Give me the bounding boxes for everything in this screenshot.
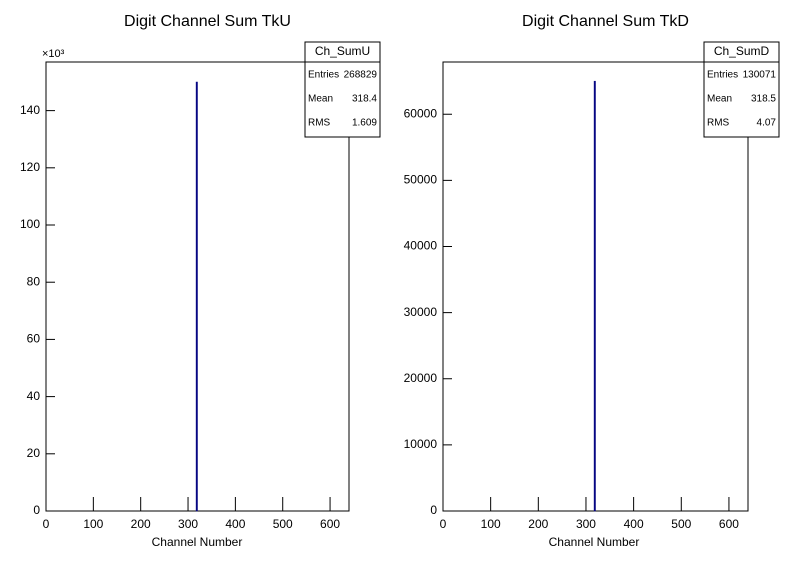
chart-title: Digit Channel Sum TkD bbox=[522, 13, 689, 30]
y-tick-label: 20 bbox=[27, 446, 41, 460]
stats-value: 318.5 bbox=[751, 94, 776, 105]
stats-box: Ch_SumD Entries 130071 Mean 318.5 RMS 4.07 bbox=[703, 41, 780, 138]
y-tick-label: 20000 bbox=[404, 371, 438, 385]
x-tick-label: 600 bbox=[320, 517, 340, 531]
stats-value: 130071 bbox=[743, 70, 777, 81]
stats-box-frame bbox=[304, 41, 381, 138]
y-tick-label: 30000 bbox=[404, 305, 438, 319]
stats-value: 4.07 bbox=[757, 118, 777, 129]
y-tick-label: 0 bbox=[33, 503, 40, 517]
y-tick-label: 50000 bbox=[404, 173, 438, 187]
y-tick-label: 60000 bbox=[404, 106, 438, 120]
y-tick-label: 100 bbox=[20, 217, 40, 231]
x-axis-label: Channel Number bbox=[549, 535, 640, 549]
x-tick-label: 100 bbox=[83, 517, 103, 531]
x-tick-label: 300 bbox=[178, 517, 198, 531]
x-tick-label: 200 bbox=[528, 517, 548, 531]
stats-box-title: Ch_SumD bbox=[714, 44, 770, 58]
y-tick-label: 60 bbox=[27, 332, 41, 346]
histogram-bar bbox=[195, 81, 198, 512]
stats-label: RMS bbox=[707, 118, 730, 129]
x-tick-label: 400 bbox=[624, 517, 644, 531]
stats-label: Entries bbox=[308, 70, 339, 81]
stats-value: 1.609 bbox=[352, 118, 377, 129]
x-tick-label: 600 bbox=[719, 517, 739, 531]
x-tick-label: 400 bbox=[225, 517, 245, 531]
x-tick-label: 0 bbox=[440, 517, 447, 531]
y-tick-label: 40000 bbox=[404, 239, 438, 253]
x-tick-label: 0 bbox=[43, 517, 50, 531]
y-tick-label: 0 bbox=[430, 503, 437, 517]
stats-value: 268829 bbox=[344, 70, 378, 81]
y-tick-label: 40 bbox=[27, 389, 41, 403]
stats-box-title: Ch_SumU bbox=[315, 44, 370, 58]
x-tick-label: 100 bbox=[481, 517, 501, 531]
stats-label: Mean bbox=[308, 94, 333, 105]
x-tick-label: 500 bbox=[273, 517, 293, 531]
y-tick-label: 80 bbox=[27, 274, 41, 288]
y-tick-label: 10000 bbox=[404, 437, 438, 451]
y-tick-label: 120 bbox=[20, 160, 40, 174]
x-tick-label: 500 bbox=[671, 517, 691, 531]
stats-label: Entries bbox=[707, 70, 738, 81]
stats-label: Mean bbox=[707, 94, 732, 105]
stats-box-frame bbox=[703, 41, 780, 138]
chart-title: Digit Channel Sum TkU bbox=[124, 13, 291, 30]
stats-value: 318.4 bbox=[352, 94, 377, 105]
y-multiplier: ×10³ bbox=[42, 48, 65, 60]
x-tick-label: 300 bbox=[576, 517, 596, 531]
stats-label: RMS bbox=[308, 118, 331, 129]
histogram-panel: Digit Channel Sum TkD 0 100 200 300 400 500 600… bbox=[404, 13, 780, 549]
histogram-bar bbox=[593, 80, 596, 512]
y-tick-label: 140 bbox=[20, 103, 40, 117]
stats-box: Ch_SumU Entries 268829 Mean 318.4 RMS 1.609 bbox=[304, 41, 381, 138]
x-axis-label: Channel Number bbox=[152, 535, 243, 549]
x-tick-label: 200 bbox=[131, 517, 151, 531]
